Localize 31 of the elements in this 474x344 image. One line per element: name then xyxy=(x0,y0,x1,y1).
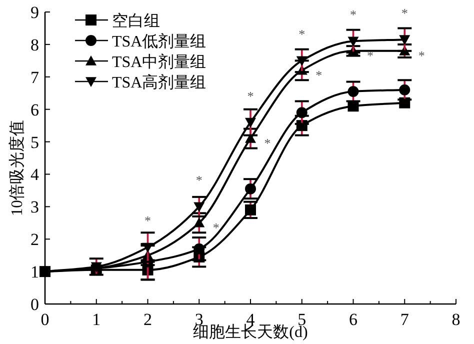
x-tick-label: 6 xyxy=(349,310,358,329)
y-tick-label: 1 xyxy=(30,262,39,282)
y-tick-label: 6 xyxy=(30,100,39,120)
x-tick-label: 2 xyxy=(144,310,152,329)
legend-label: TSA低剂量组 xyxy=(112,32,206,50)
x-tick-label: 1 xyxy=(92,310,101,329)
annotation: * xyxy=(247,88,254,104)
y-tick-label: 3 xyxy=(30,198,39,217)
x-tick-label: 7 xyxy=(400,310,410,329)
y-tick-label: 0 xyxy=(30,295,39,314)
legend-label: 空白组 xyxy=(112,12,160,30)
y-tick-label: 8 xyxy=(30,35,39,54)
x-tick-label: 8 xyxy=(452,310,460,329)
annotation: * xyxy=(212,220,220,235)
y-tick-label: 5 xyxy=(30,132,39,152)
annotation: * xyxy=(264,136,271,151)
annotation: * xyxy=(316,67,322,82)
legend-label: TSA高剂量组 xyxy=(112,74,206,92)
annotation: * xyxy=(401,6,408,21)
annotation: * xyxy=(196,172,202,188)
annotation: * xyxy=(350,7,356,22)
y-tick-label: 4 xyxy=(30,165,40,184)
annotation: * xyxy=(144,213,151,228)
y-tick-label: 2 xyxy=(30,230,39,250)
annotation: * xyxy=(418,48,425,63)
legend-label: TSA中剂量组 xyxy=(112,53,206,71)
y-axis-title: 10倍吸光度值 xyxy=(8,120,26,216)
annotation: * xyxy=(367,48,374,63)
y-tick-label: 7 xyxy=(30,68,40,87)
y-tick-label: 9 xyxy=(30,3,39,22)
annotation: * xyxy=(298,26,306,42)
